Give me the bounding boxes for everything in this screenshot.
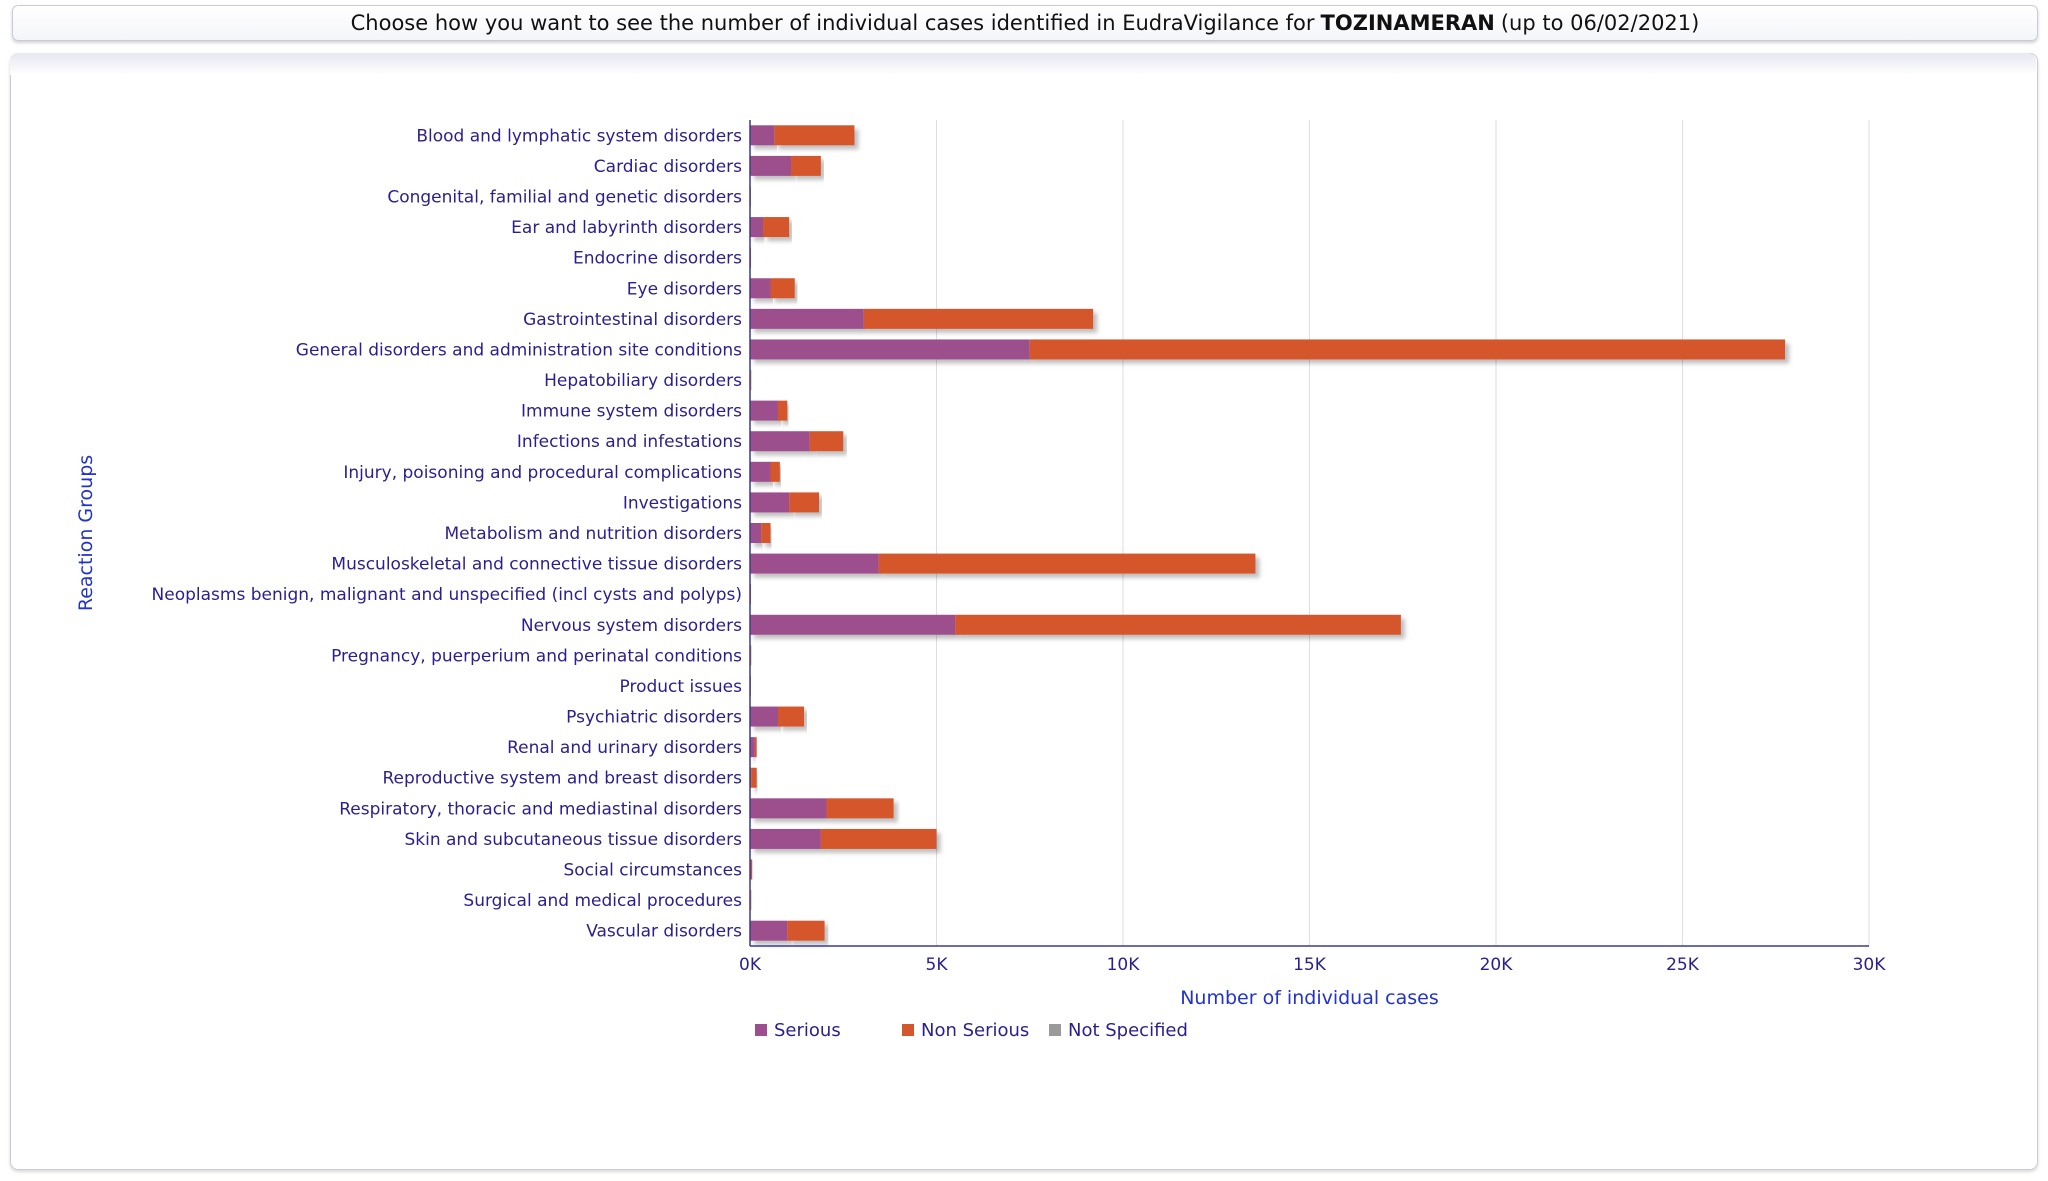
bar-segment	[774, 125, 855, 146]
category-label: Product issues	[620, 677, 743, 697]
bar-segment	[754, 737, 757, 758]
bar-segment	[761, 523, 771, 543]
x-tick-label: 15K	[1293, 955, 1327, 975]
bar-segment	[955, 614, 1401, 635]
bar-segment	[820, 828, 937, 849]
x-tick-label: 0K	[739, 955, 762, 975]
category-label: Eye disorders	[627, 279, 742, 299]
x-tick-label: 20K	[1480, 955, 1514, 975]
bar-segment	[750, 400, 778, 421]
bar-segment	[750, 339, 1030, 360]
legend-label: Not Specified	[1068, 1020, 1188, 1041]
category-label: Infections and infestations	[517, 432, 742, 452]
bar-segment	[789, 492, 820, 513]
legend-label: Non Serious	[921, 1020, 1029, 1041]
bar-segment	[750, 798, 827, 819]
bar-segment	[750, 523, 762, 543]
bar-segment	[750, 125, 775, 146]
title-suffix: (up to 06/02/2021)	[1500, 11, 1700, 35]
category-label: General disorders and administration sit…	[296, 340, 742, 360]
bar-segment	[777, 706, 805, 727]
category-label: Vascular disorders	[586, 922, 742, 942]
chart-panel	[10, 53, 2038, 1170]
legend-swatch	[755, 1024, 767, 1036]
x-tick-label: 5K	[926, 955, 949, 975]
bar-segment	[809, 431, 844, 452]
bar-segment	[763, 217, 790, 238]
chart-title-bar: Choose how you want to see the number of…	[12, 5, 2038, 41]
category-label: Injury, poisoning and procedural complic…	[343, 463, 742, 483]
bar-segment	[750, 492, 790, 513]
category-label: Reproductive system and breast disorders	[382, 769, 742, 789]
bar-segment	[751, 767, 757, 788]
category-label: Metabolism and nutrition disorders	[444, 524, 742, 544]
bar-segment	[750, 890, 752, 911]
y-axis-title: Reaction Groups	[75, 455, 97, 611]
x-tick-label: 30K	[1853, 955, 1887, 975]
bar-segment	[750, 645, 752, 666]
category-label: Hepatobiliary disorders	[544, 371, 742, 391]
legend-swatch	[902, 1024, 914, 1036]
bar-segment	[750, 614, 956, 635]
category-label: Pregnancy, puerperium and perinatal cond…	[331, 646, 742, 666]
category-label: Surgical and medical procedures	[463, 891, 742, 911]
legend-swatch	[1049, 1024, 1061, 1036]
bar-segment	[750, 217, 764, 238]
category-label: Renal and urinary disorders	[507, 738, 742, 758]
bar-segment	[750, 737, 755, 758]
category-label: Immune system disorders	[521, 402, 742, 422]
bar-segment	[1029, 339, 1786, 360]
x-tick-label: 10K	[1107, 955, 1141, 975]
category-label: Nervous system disorders	[521, 616, 742, 636]
bar-segment	[863, 308, 1094, 329]
category-label: Cardiac disorders	[594, 157, 742, 177]
bar-segment	[826, 798, 894, 819]
category-label: Psychiatric disorders	[566, 708, 742, 728]
category-label: Social circumstances	[563, 861, 742, 881]
bar-segment	[777, 400, 788, 421]
bar-segment	[751, 859, 753, 880]
category-label: Neoplasms benign, malignant and unspecif…	[152, 585, 742, 605]
chart-panel-header	[10, 53, 2036, 75]
category-label: Ear and labyrinth disorders	[511, 218, 742, 238]
category-label: Gastrointestinal disorders	[523, 310, 742, 330]
bar-segment	[750, 706, 778, 727]
bar-segment	[750, 553, 879, 574]
title-prefix: Choose how you want to see the number of…	[350, 11, 1315, 35]
bar-segment	[750, 431, 810, 452]
bar-segment	[770, 461, 780, 482]
bar-segment	[770, 278, 795, 299]
x-tick-label: 25K	[1666, 955, 1700, 975]
bar-segment	[791, 155, 821, 176]
bar-segment	[750, 278, 771, 299]
category-label: Investigations	[623, 493, 742, 513]
legend-label: Serious	[774, 1020, 841, 1041]
category-label: Musculoskeletal and connective tissue di…	[331, 555, 742, 575]
bar-segment	[750, 584, 752, 605]
bar-segment	[750, 920, 788, 941]
bar-segment	[787, 920, 825, 941]
category-label: Respiratory, thoracic and mediastinal di…	[339, 799, 742, 819]
bar-segment	[750, 247, 752, 268]
x-axis-title: Number of individual cases	[1180, 987, 1439, 1009]
bar-segment	[750, 308, 864, 329]
category-label: Blood and lymphatic system disorders	[416, 126, 742, 146]
bar-segment	[750, 370, 752, 391]
category-label: Endocrine disorders	[573, 249, 742, 269]
bar-segment	[750, 155, 792, 176]
title-drug-name: TOZINAMERAN	[1320, 11, 1495, 35]
category-label: Congenital, familial and genetic disorde…	[387, 187, 742, 207]
bar-segment	[750, 828, 821, 849]
bar-segment	[878, 553, 1256, 574]
bar-segment	[750, 461, 771, 482]
category-label: Skin and subcutaneous tissue disorders	[404, 830, 742, 850]
